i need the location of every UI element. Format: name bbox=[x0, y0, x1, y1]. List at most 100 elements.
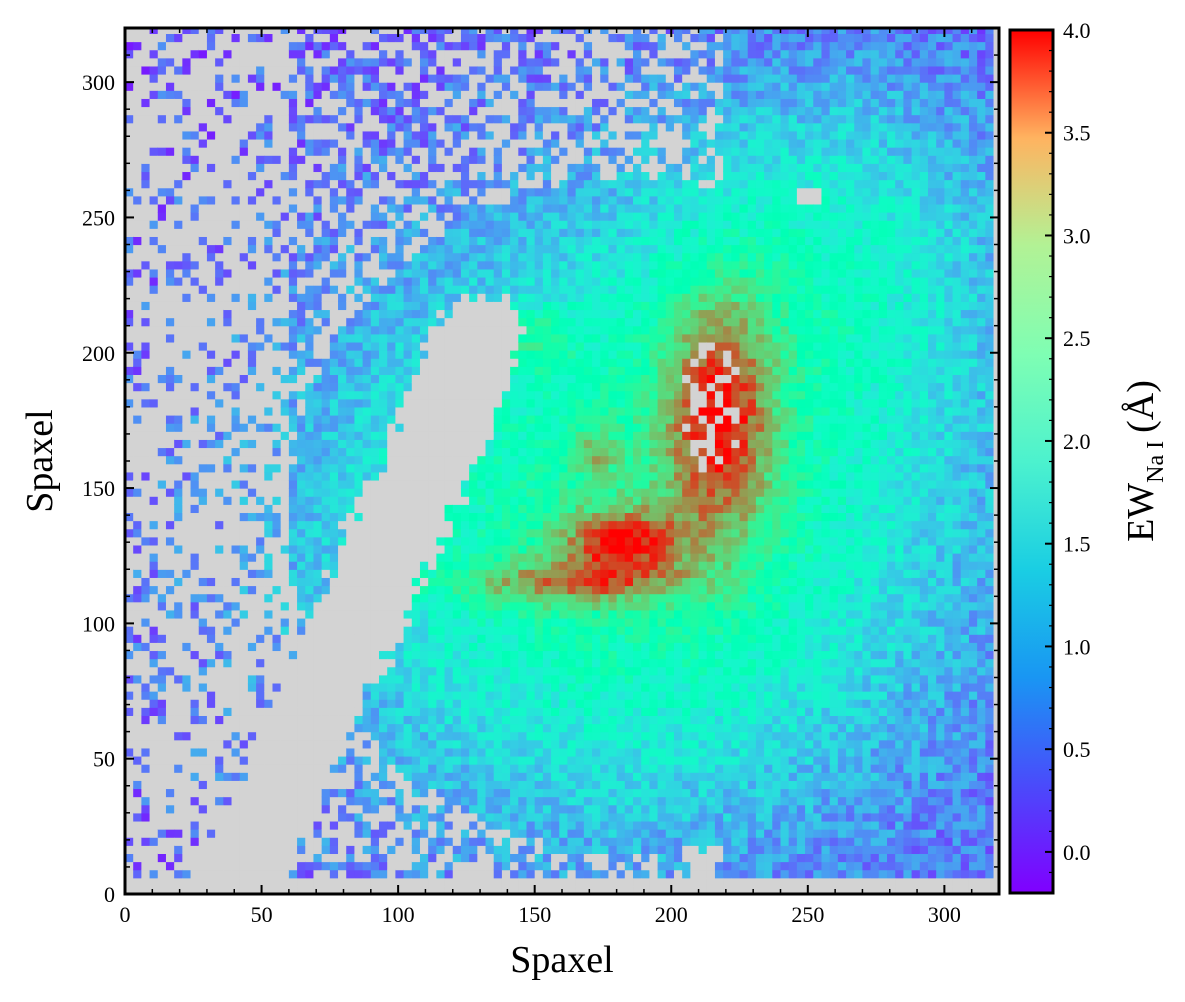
ew-cell bbox=[297, 528, 306, 538]
ew-cell bbox=[419, 585, 429, 595]
masked-cell bbox=[362, 114, 372, 124]
masked-cell bbox=[206, 715, 216, 725]
masked-cell bbox=[247, 98, 257, 108]
ew-cell bbox=[419, 747, 429, 757]
masked-cell bbox=[485, 358, 495, 367]
ew-cell bbox=[346, 90, 356, 99]
masked-cell bbox=[125, 260, 134, 270]
ew-cell bbox=[493, 609, 503, 619]
ew-cell bbox=[338, 512, 347, 522]
ew-cell bbox=[493, 569, 503, 578]
masked-cell bbox=[346, 820, 356, 830]
masked-cell bbox=[231, 285, 241, 294]
ew-cell bbox=[206, 423, 216, 432]
masked-cell bbox=[280, 715, 290, 725]
masked-cell bbox=[239, 28, 249, 35]
ew-cell bbox=[182, 171, 192, 181]
ew-cell bbox=[198, 617, 208, 627]
ew-cell bbox=[411, 358, 421, 367]
ew-cell bbox=[419, 658, 429, 668]
masked-cell bbox=[280, 812, 290, 822]
ew-cell bbox=[305, 341, 315, 351]
masked-cell bbox=[149, 130, 159, 140]
masked-cell bbox=[190, 57, 200, 67]
ew-cell bbox=[272, 642, 282, 652]
masked-cell bbox=[157, 301, 167, 311]
masked-cell bbox=[157, 155, 167, 164]
masked-cell bbox=[165, 98, 175, 108]
masked-cell bbox=[165, 496, 175, 505]
ew-cell bbox=[370, 155, 380, 164]
ew-cell bbox=[379, 98, 388, 108]
ew-cell bbox=[419, 755, 429, 765]
masked-cell bbox=[280, 804, 290, 814]
masked-cell bbox=[133, 577, 142, 587]
masked-cell bbox=[305, 617, 315, 627]
masked-cell bbox=[338, 601, 347, 611]
masked-cell bbox=[157, 358, 167, 367]
ew-cell bbox=[141, 715, 151, 725]
masked-cell bbox=[206, 488, 216, 497]
masked-cell bbox=[338, 885, 347, 894]
masked-cell bbox=[206, 682, 216, 692]
masked-cell bbox=[223, 163, 233, 173]
masked-cell bbox=[329, 829, 339, 838]
masked-cell bbox=[362, 236, 372, 246]
ew-cell bbox=[264, 236, 274, 246]
ew-cell bbox=[387, 317, 396, 327]
masked-cell bbox=[206, 650, 216, 660]
masked-cell bbox=[231, 877, 241, 887]
masked-cell bbox=[272, 723, 282, 733]
masked-cell bbox=[288, 853, 298, 863]
masked-cell bbox=[428, 512, 437, 522]
ew-cell bbox=[379, 163, 388, 173]
masked-cell bbox=[387, 617, 396, 627]
masked-cell bbox=[477, 853, 487, 863]
ew-cell bbox=[411, 333, 421, 343]
masked-cell bbox=[272, 885, 282, 894]
masked-cell bbox=[174, 155, 183, 164]
ew-cell bbox=[485, 463, 495, 473]
masked-cell bbox=[198, 585, 208, 595]
masked-cell bbox=[125, 829, 134, 838]
masked-cell bbox=[403, 406, 413, 416]
masked-cell bbox=[452, 885, 462, 894]
ew-cell bbox=[288, 309, 298, 319]
masked-cell bbox=[190, 423, 200, 432]
masked-cell bbox=[223, 252, 233, 262]
masked-cell bbox=[338, 731, 347, 741]
ew-cell bbox=[338, 260, 347, 270]
ew-cell bbox=[419, 285, 429, 294]
masked-cell bbox=[387, 479, 396, 489]
ew-cell bbox=[231, 74, 241, 83]
masked-cell bbox=[223, 106, 233, 116]
masked-cell bbox=[346, 155, 356, 164]
masked-cell bbox=[280, 366, 290, 375]
ew-cell bbox=[387, 252, 396, 262]
masked-cell bbox=[125, 463, 134, 473]
masked-cell bbox=[297, 33, 306, 43]
ew-cell bbox=[419, 853, 429, 863]
masked-cell bbox=[174, 528, 183, 538]
ew-cell bbox=[469, 122, 478, 132]
masked-cell bbox=[354, 658, 364, 668]
masked-cell bbox=[395, 780, 405, 790]
ew-cell bbox=[272, 439, 282, 449]
ew-cell bbox=[485, 634, 495, 643]
masked-cell bbox=[469, 350, 478, 359]
ew-cell bbox=[460, 82, 470, 91]
masked-cell bbox=[190, 723, 200, 733]
masked-cell bbox=[215, 130, 224, 140]
masked-cell bbox=[223, 634, 233, 643]
ew-cell bbox=[264, 179, 274, 189]
masked-cell bbox=[370, 553, 380, 562]
masked-cell bbox=[321, 699, 331, 708]
ew-cell bbox=[346, 122, 356, 132]
ew-cell bbox=[198, 463, 208, 473]
ew-cell bbox=[436, 788, 446, 798]
masked-cell bbox=[264, 479, 274, 489]
ew-cell bbox=[452, 41, 462, 51]
masked-cell bbox=[206, 723, 216, 733]
ew-cell bbox=[321, 82, 331, 91]
masked-cell bbox=[379, 577, 388, 587]
